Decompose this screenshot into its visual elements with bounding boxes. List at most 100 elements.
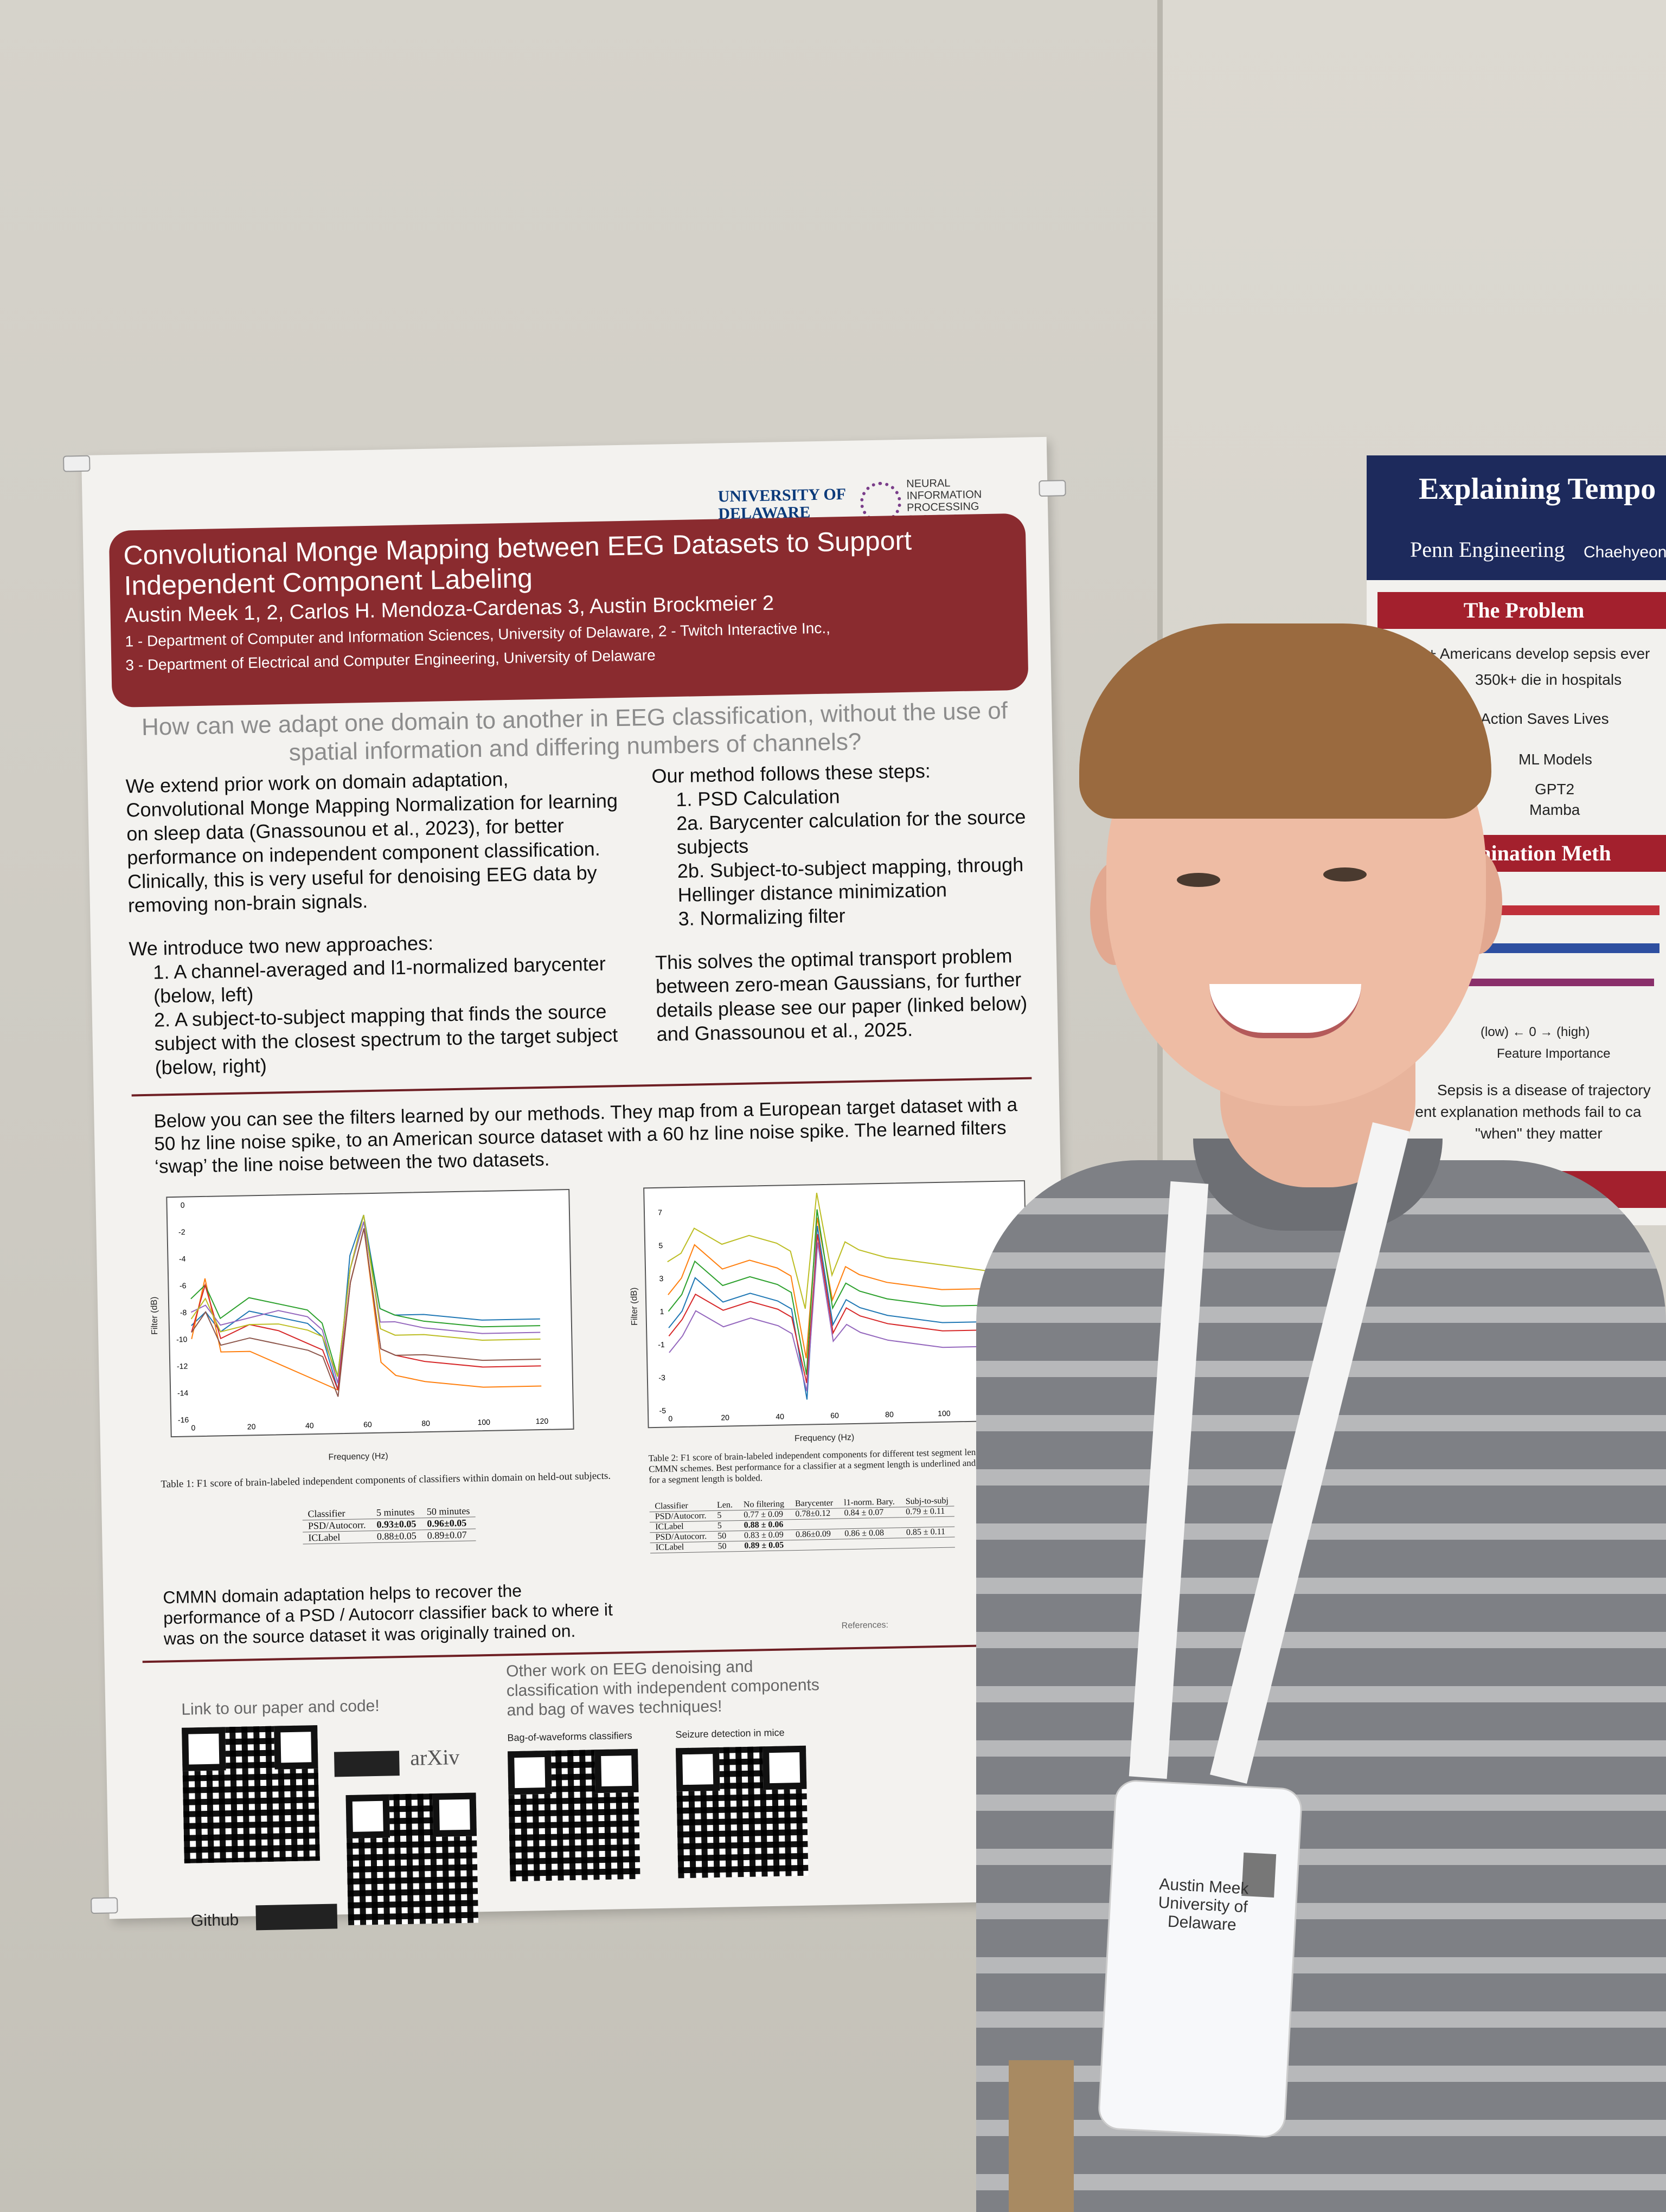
x-tick-label: 40 <box>305 1421 314 1430</box>
x-tick-label: 80 <box>885 1410 894 1419</box>
transport-text: This solves the optimal transport proble… <box>655 944 1028 1045</box>
series-line-5 <box>191 1228 541 1397</box>
table-header: Subj-to-subj <box>900 1496 954 1507</box>
scale-label: (low) ← 0 → (high) <box>1481 1025 1590 1039</box>
trousers <box>1009 2060 1074 2212</box>
table-cell: 0.84 ± 0.07 <box>838 1507 901 1519</box>
y-tick-label: -8 <box>180 1308 187 1317</box>
section-divider <box>131 1077 1032 1097</box>
approach-2: 2. A subject-to-subject mapping that fin… <box>153 1000 618 1079</box>
chart-svg: 0 20 40 60 80 100 120 -16 -14 -12 -10 -8 -6 -4 -2 0 <box>176 1201 549 1432</box>
y-tick-label: 5 <box>658 1241 663 1250</box>
table1: Classifier 5 minutes 50 minutes PSD/Auto… <box>302 1505 476 1545</box>
method-step: 2a. Barycenter calculation for the sourc… <box>676 805 1026 859</box>
method-step: 2b. Subject-to-subject mapping, through … <box>677 853 1024 906</box>
bag-of-waveforms-qr-code[interactable] <box>508 1748 640 1882</box>
y-tick-label: -1 <box>658 1340 665 1349</box>
table-cell: 0.86±0.09 <box>790 1529 840 1540</box>
research-poster: UNIVERSITY OF DELAWARE NEURAL INFORMATIO… <box>63 436 1075 1931</box>
table-header: 5 minutes <box>370 1506 422 1519</box>
title-band: Convolutional Monge Mapping between EEG … <box>108 513 1029 708</box>
problem-heading: The Problem <box>1377 592 1666 629</box>
y-tick-label: -10 <box>176 1335 188 1343</box>
link-label: Link to our paper and code! <box>181 1696 380 1719</box>
hair <box>1079 623 1491 819</box>
table-cell <box>838 1517 901 1529</box>
series-line-2 <box>668 1225 997 1400</box>
x-tick-label: 20 <box>721 1413 729 1422</box>
table-cell <box>790 1519 840 1530</box>
table-cell: PSD/Autocorr. <box>302 1519 371 1533</box>
pin <box>63 455 91 472</box>
arrow-right-icon <box>255 1904 338 1931</box>
left-column: We extend prior work on domain adaptatio… <box>125 765 630 1081</box>
y-tick-label: -4 <box>179 1255 186 1263</box>
neighbor-author: Chaehyeon <box>1584 543 1666 561</box>
table1-caption: Table 1: F1 score of brain-labeled indep… <box>161 1470 611 1490</box>
table-cell <box>790 1539 840 1551</box>
paper-qr-code[interactable] <box>182 1725 320 1863</box>
qr-caption: Seizure detection in mice <box>675 1727 785 1740</box>
table-cell: 0.88 ± 0.06 <box>738 1519 790 1531</box>
table-cell: ICLabel <box>650 1541 713 1553</box>
name-badge: Austin Meek University of Delaware <box>1097 1779 1303 2139</box>
striped-sweater <box>976 1160 1666 2212</box>
table-cell: PSD/Autocorr. <box>650 1531 713 1543</box>
table-header: Classifier <box>302 1507 371 1521</box>
table-cell: 0.89 ± 0.05 <box>739 1540 791 1552</box>
y-axis-label: Filter (dB) <box>629 1287 640 1326</box>
x-tick-label: 20 <box>247 1422 256 1431</box>
table-cell: 0.96±0.05 <box>421 1516 476 1530</box>
y-tick-label: 1 <box>660 1307 664 1316</box>
table-header: Classifier <box>649 1501 712 1512</box>
table-cell <box>839 1538 901 1550</box>
table-cell <box>900 1516 954 1528</box>
table-cell: 0.78±0.12 <box>790 1508 839 1520</box>
eye <box>1177 873 1220 887</box>
series-line-5 <box>669 1242 998 1392</box>
ml-models-label: ML Models <box>1518 751 1592 768</box>
table-cell: 0.85 ± 0.11 <box>900 1526 955 1538</box>
table-cell: 50 <box>712 1531 739 1542</box>
github-qr-code[interactable] <box>345 1792 479 1926</box>
series-line-4 <box>190 1221 541 1384</box>
y-tick-label: -16 <box>178 1416 189 1424</box>
seizure-detection-qr-code[interactable] <box>675 1745 809 1879</box>
series-line-1 <box>668 1217 997 1359</box>
sepsis-stat: 350k+ die in hospitals <box>1475 671 1622 688</box>
table-cell: 0.83 ± 0.09 <box>738 1529 791 1541</box>
table-cell: 0.93±0.05 <box>371 1517 422 1531</box>
y-tick-label: 0 <box>181 1201 185 1210</box>
attendee-org: University of Delaware <box>1157 1893 1248 1934</box>
x-tick-label: 0 <box>191 1423 195 1432</box>
series-line-1 <box>191 1228 542 1391</box>
y-tick-label: 3 <box>659 1274 663 1283</box>
series-line-3 <box>191 1228 541 1391</box>
table-cell: 0.86 ± 0.08 <box>839 1527 901 1540</box>
table-header: l1-norm. Bary. <box>838 1497 900 1509</box>
feature-importance-label: Feature Importance <box>1497 1046 1611 1061</box>
arrow-left-icon <box>334 1751 400 1777</box>
smile <box>1209 984 1361 1038</box>
arxiv-logo: arXiv <box>409 1745 460 1770</box>
importance-bar <box>1421 979 1654 986</box>
y-tick-label: -3 <box>658 1373 665 1382</box>
model-name: GPT2 <box>1535 781 1575 798</box>
y-axis-label: Filter (dB) <box>149 1296 160 1335</box>
table-cell: 50 <box>712 1541 739 1552</box>
x-tick-label: 40 <box>776 1412 784 1420</box>
table-cell: ICLabel <box>649 1521 712 1533</box>
table-header: 50 minutes <box>421 1505 476 1518</box>
table-cell: 0.89±0.07 <box>421 1528 476 1542</box>
summary-text: CMMN domain adaptation helps to recover … <box>163 1580 613 1649</box>
right-column: Our method follows these steps: 1. PSD C… <box>651 757 1036 1046</box>
wall-seam <box>1157 0 1163 2212</box>
neighbor-title: Explaining Tempo <box>1419 472 1656 506</box>
table-cell: ICLabel <box>303 1531 372 1545</box>
y-tick-label: 7 <box>658 1208 662 1217</box>
series-line-4 <box>668 1234 997 1384</box>
table-cell: PSD/Autocorr. <box>649 1510 712 1522</box>
table-header: No filtering <box>738 1499 790 1510</box>
